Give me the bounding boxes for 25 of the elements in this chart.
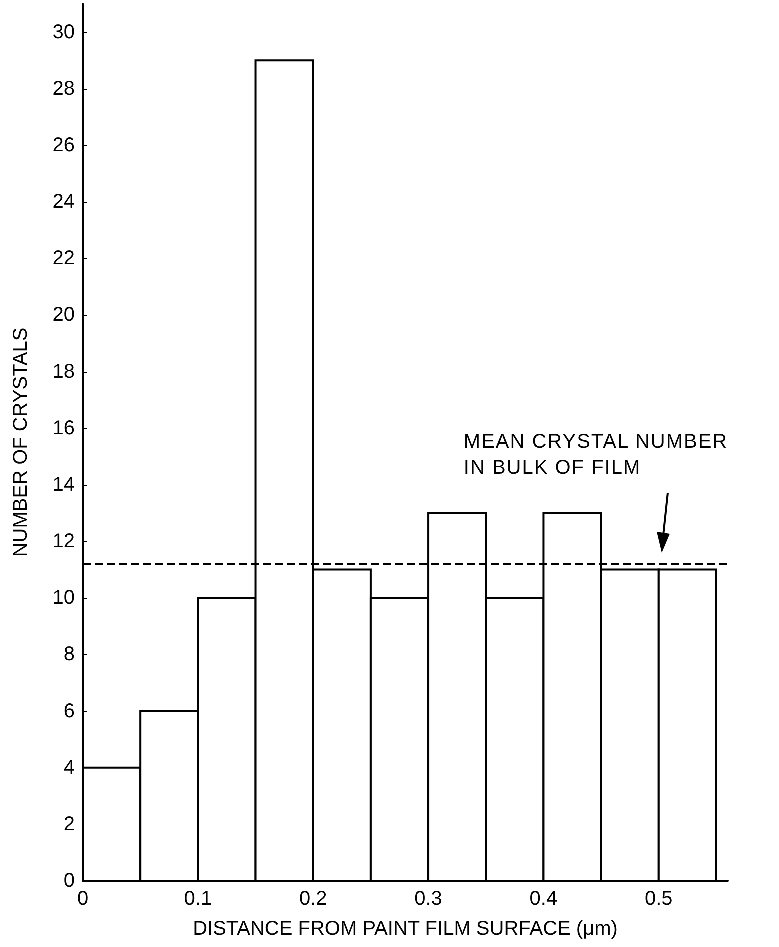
y-tick-label: 20 <box>52 304 75 326</box>
y-tick-label: 0 <box>64 870 75 892</box>
y-tick-label: 4 <box>64 756 75 779</box>
x-axis-title: DISTANCE FROM PAINT FILM SURFACE (μm) <box>193 918 618 940</box>
y-tick-label: 18 <box>52 360 75 383</box>
x-tick-label: 0.3 <box>414 888 442 910</box>
y-tick-label: 14 <box>52 474 75 496</box>
x-tick-label: 0.1 <box>184 888 212 910</box>
y-tick-label: 10 <box>52 587 75 610</box>
y-tick-label: 22 <box>52 248 75 270</box>
y-tick-label: 24 <box>52 191 75 214</box>
y-tick-label: 8 <box>64 644 75 666</box>
y-tick-label: 30 <box>52 21 75 44</box>
x-tick-label: 0.5 <box>644 888 673 910</box>
y-tick-label: 26 <box>52 134 75 156</box>
x-tick-label: 0 <box>77 888 89 910</box>
y-axis-title: NUMBER OF CRYSTALS <box>10 328 32 558</box>
annotation: MEAN CRYSTAL NUMBER IN BULK OF FILM <box>464 430 728 482</box>
y-tick-label: 12 <box>52 530 75 553</box>
x-tick-label: 0.2 <box>299 888 328 910</box>
x-tick-label: 0.4 <box>530 888 558 910</box>
y-tick-label: 28 <box>52 78 75 100</box>
y-tick-label: 16 <box>52 417 75 440</box>
y-tick-label: 6 <box>64 700 75 722</box>
y-tick-label: 2 <box>64 813 75 836</box>
